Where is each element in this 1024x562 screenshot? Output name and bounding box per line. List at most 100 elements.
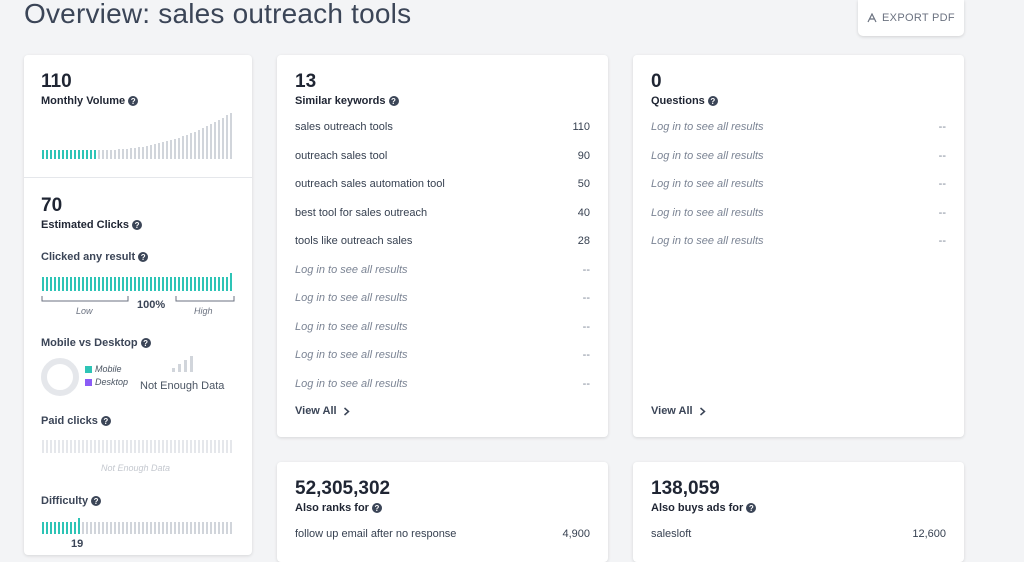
bar	[222, 117, 224, 159]
similar-row[interactable]: Log in to see all results --	[295, 321, 590, 333]
similar-row[interactable]: outreach sales automation tool 50	[295, 178, 590, 190]
help-icon[interactable]: ?	[91, 496, 102, 506]
bar	[182, 277, 184, 291]
bar	[142, 277, 144, 291]
bar	[202, 277, 204, 291]
questions-keyword: Log in to see all results	[651, 206, 764, 219]
similar-row[interactable]: outreach sales tool 90	[295, 150, 590, 162]
help-icon[interactable]: ?	[100, 416, 111, 426]
similar-keyword: tools like outreach sales	[295, 235, 413, 247]
similar-keyword: outreach sales tool	[295, 149, 388, 162]
difficulty-value: 19	[71, 538, 84, 550]
bar	[66, 440, 68, 453]
questions-count: 0	[651, 71, 662, 92]
bar	[194, 522, 196, 534]
bar	[210, 440, 212, 453]
similar-row[interactable]: sales outreach tools 110	[295, 121, 590, 133]
bar	[46, 440, 48, 453]
bar	[54, 150, 56, 159]
also-ranks-label: Also ranks for?	[295, 502, 382, 514]
bar	[154, 144, 156, 159]
bar	[134, 277, 136, 291]
questions-row[interactable]: Log in to see all results --	[651, 178, 946, 190]
bar	[82, 277, 84, 291]
similar-view-all[interactable]: View All	[295, 405, 350, 417]
bar	[178, 522, 180, 534]
bar	[230, 113, 232, 159]
similar-row[interactable]: Log in to see all results --	[295, 292, 590, 304]
bar	[78, 150, 80, 159]
difficulty-bars	[42, 518, 232, 534]
bar	[186, 440, 188, 453]
bar	[214, 522, 216, 534]
clicks-label: Estimated Clicks?	[41, 219, 143, 231]
similar-value: --	[582, 320, 590, 333]
similar-row[interactable]: Log in to see all results --	[295, 264, 590, 276]
bar	[58, 277, 60, 291]
bar	[102, 522, 104, 534]
help-icon[interactable]: ?	[128, 96, 139, 106]
help-icon[interactable]: ?	[140, 338, 151, 348]
bar	[106, 277, 108, 291]
questions-row[interactable]: Log in to see all results --	[651, 207, 946, 219]
also-ranks-count: 52,305,302	[295, 478, 391, 499]
help-icon[interactable]: ?	[707, 96, 718, 106]
questions-row[interactable]: Log in to see all results --	[651, 150, 946, 162]
bar	[74, 522, 76, 534]
export-pdf-button[interactable]: EXPORT PDF	[858, 0, 964, 36]
bar	[134, 440, 136, 453]
bar	[162, 277, 164, 291]
bar	[218, 440, 220, 453]
bar	[162, 440, 164, 453]
bar	[138, 522, 140, 534]
help-icon[interactable]: ?	[132, 220, 143, 230]
questions-row[interactable]: Log in to see all results --	[651, 121, 946, 133]
also-ranks-card: 52,305,302 Also ranks for? follow up ema…	[277, 462, 608, 562]
similar-row[interactable]: tools like outreach sales 28	[295, 235, 590, 247]
volume-trend-bars	[42, 111, 232, 159]
questions-view-all[interactable]: View All	[651, 405, 706, 417]
help-icon[interactable]: ?	[371, 503, 382, 513]
bar	[66, 522, 68, 534]
any-result-label: Clicked any result?	[41, 251, 149, 263]
bar	[126, 148, 128, 159]
similar-value: 40	[577, 206, 590, 219]
bar	[74, 277, 76, 291]
bar	[222, 522, 224, 534]
bar	[142, 440, 144, 453]
bar	[218, 277, 220, 291]
bar	[138, 277, 140, 291]
similar-value: 90	[577, 149, 590, 162]
bar	[94, 440, 96, 453]
high-label: High	[194, 306, 213, 316]
help-icon[interactable]: ?	[388, 96, 399, 106]
bar	[206, 126, 208, 159]
bar	[122, 522, 124, 534]
similar-row[interactable]: Log in to see all results --	[295, 349, 590, 361]
bar	[214, 440, 216, 453]
bar	[158, 522, 160, 534]
bar	[82, 150, 84, 159]
similar-value: --	[582, 263, 590, 276]
also-ranks-row[interactable]: follow up email after no response 4,900	[295, 528, 590, 540]
help-icon[interactable]: ?	[746, 503, 757, 513]
paid-clicks-label: Paid clicks?	[41, 415, 111, 427]
bar	[214, 277, 216, 291]
also-buys-row[interactable]: salesloft 12,600	[651, 528, 946, 540]
bar	[58, 150, 60, 159]
also-buys-card: 138,059 Also buys ads for? salesloft 12,6…	[633, 462, 964, 562]
bar	[110, 277, 112, 291]
bar	[174, 522, 176, 534]
similar-row[interactable]: Log in to see all results --	[295, 378, 590, 390]
similar-keyword: best tool for sales outreach	[295, 206, 428, 219]
bar	[146, 277, 148, 291]
bar	[158, 143, 160, 159]
desktop-swatch	[85, 378, 92, 386]
similar-row[interactable]: best tool for sales outreach 40	[295, 207, 590, 219]
bar	[46, 150, 48, 159]
bar	[170, 440, 172, 453]
bar	[98, 440, 100, 453]
bar	[66, 277, 68, 291]
help-icon[interactable]: ?	[138, 252, 149, 262]
questions-row[interactable]: Log in to see all results --	[651, 235, 946, 247]
